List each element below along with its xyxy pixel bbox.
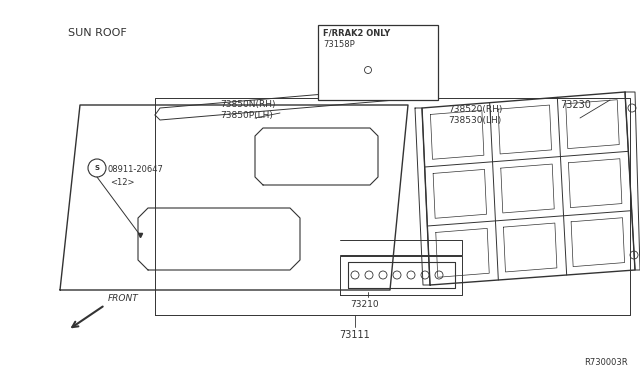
- Text: 738520(RH)
738530(LH): 738520(RH) 738530(LH): [448, 105, 502, 125]
- Text: 08911-20647: 08911-20647: [108, 165, 164, 174]
- Bar: [318, 25, 438, 100]
- Text: 73850N(RH)
73850P(LH): 73850N(RH) 73850P(LH): [220, 100, 275, 120]
- Text: FRONT: FRONT: [108, 294, 139, 303]
- Text: S: S: [95, 165, 99, 171]
- Text: <12>: <12>: [110, 178, 134, 187]
- Text: 73158P: 73158P: [323, 40, 355, 49]
- Text: SUN ROOF: SUN ROOF: [68, 28, 127, 38]
- Text: 73111: 73111: [340, 330, 371, 340]
- Text: R730003R: R730003R: [584, 358, 628, 367]
- Text: F/RRAK2 ONLY: F/RRAK2 ONLY: [323, 28, 390, 37]
- Text: 73210: 73210: [350, 300, 379, 309]
- Text: 73230: 73230: [560, 100, 591, 110]
